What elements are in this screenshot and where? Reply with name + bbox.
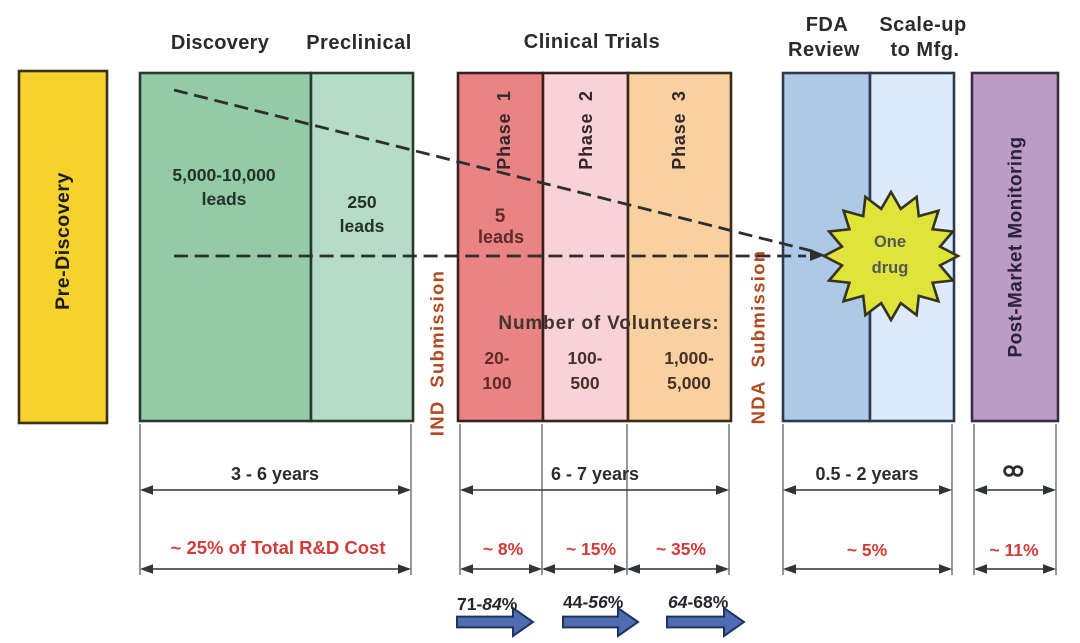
svg-text:100: 100 [482,373,511,393]
svg-text:drug: drug [872,259,909,277]
svg-text:One: One [874,233,906,251]
svg-text:Post-Market Monitoring: Post-Market Monitoring [1006,137,1027,358]
svg-text:FDA: FDA [806,14,849,36]
svg-text:leads: leads [340,216,385,236]
svg-text:0.5 - 2 years: 0.5 - 2 years [815,464,918,484]
svg-text:~ 11%: ~ 11% [989,540,1039,560]
svg-text:~ 5%: ~ 5% [847,540,888,560]
svg-text:Pre-Discovery: Pre-Discovery [52,172,74,310]
svg-text:Phase 3: Phase 3 [669,90,689,169]
svg-text:Review: Review [788,39,860,61]
svg-text:~ 25% of Total R&D Cost: ~ 25% of Total R&D Cost [171,537,386,558]
svg-text:Preclinical: Preclinical [306,32,412,54]
svg-text:5: 5 [495,206,506,227]
svg-text:100-: 100- [567,348,602,368]
svg-text:Phase 2: Phase 2 [576,90,596,169]
svg-text:250: 250 [347,192,376,212]
svg-text:Clinical Trials: Clinical Trials [524,31,660,53]
svg-text:Scale-up: Scale-up [879,14,966,36]
svg-text:1,000-: 1,000- [664,348,714,368]
svg-text:Number of Volunteers:: Number of Volunteers: [498,313,719,334]
svg-text:to Mfg.: to Mfg. [890,39,959,61]
svg-text:44-56%: 44-56% [563,592,624,612]
svg-text:71-84%: 71-84% [457,594,518,614]
svg-text:5,000-10,000: 5,000-10,000 [172,165,275,185]
svg-text:IND Submission: IND Submission [427,270,448,437]
svg-text:5,000: 5,000 [667,373,711,393]
svg-text:500: 500 [570,373,599,393]
svg-text:6 - 7 years: 6 - 7 years [551,464,639,484]
svg-text:leads: leads [478,227,524,247]
svg-text:~ 35%: ~ 35% [656,539,707,559]
svg-text:~ 8%: ~ 8% [483,539,524,559]
svg-text:3 - 6 years: 3 - 6 years [231,464,319,484]
svg-text:Discovery: Discovery [171,32,270,54]
svg-text:~ 15%: ~ 15% [566,539,617,559]
svg-text:Phase 1: Phase 1 [494,90,514,169]
svg-text:NDA Submission: NDA Submission [748,250,769,425]
svg-text:64-68%: 64-68% [668,592,729,612]
svg-text:leads: leads [202,189,247,209]
svg-text:20-: 20- [484,348,509,368]
